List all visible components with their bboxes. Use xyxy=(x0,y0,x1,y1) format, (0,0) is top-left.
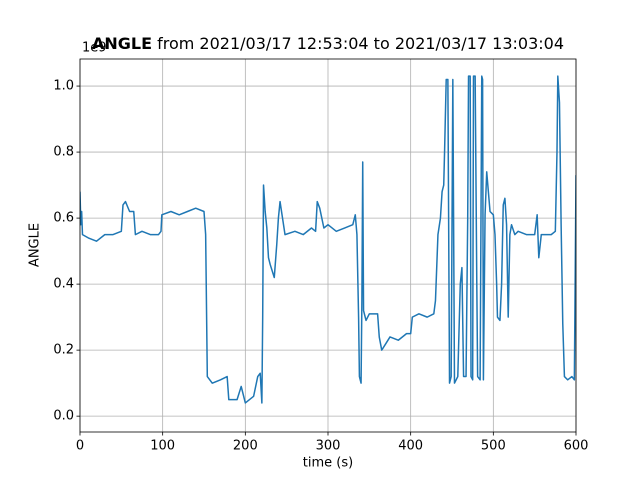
y-tick-label: 1.0 xyxy=(53,79,74,94)
x-tick-label: 0 xyxy=(76,439,84,454)
chart-title: ANGLE from 2021/03/17 12:53:04 to 2021/0… xyxy=(92,34,564,53)
y-tick-label: 0.8 xyxy=(53,145,74,160)
y-offset-label: 1e9 xyxy=(82,41,107,56)
x-tick-label: 300 xyxy=(316,439,341,454)
x-tick-label: 600 xyxy=(564,439,589,454)
x-tick-label: 100 xyxy=(150,439,175,454)
plot-frame xyxy=(79,58,577,433)
y-tick-label: 0.6 xyxy=(53,211,74,226)
y-axis-label: ANGLE xyxy=(28,223,43,267)
y-tick-label: 0.2 xyxy=(53,343,74,358)
x-tick-label: 500 xyxy=(481,439,506,454)
x-tick-label: 200 xyxy=(233,439,258,454)
x-tick-label: 400 xyxy=(398,439,423,454)
y-tick-label: 0.4 xyxy=(53,277,74,292)
y-tick-label: 0.0 xyxy=(53,409,74,424)
data-line xyxy=(80,75,576,404)
title-rest: from 2021/03/17 12:53:04 to 2021/03/17 1… xyxy=(157,34,564,53)
title-bold: ANGLE xyxy=(92,34,152,53)
x-axis-label: time (s) xyxy=(303,456,353,471)
